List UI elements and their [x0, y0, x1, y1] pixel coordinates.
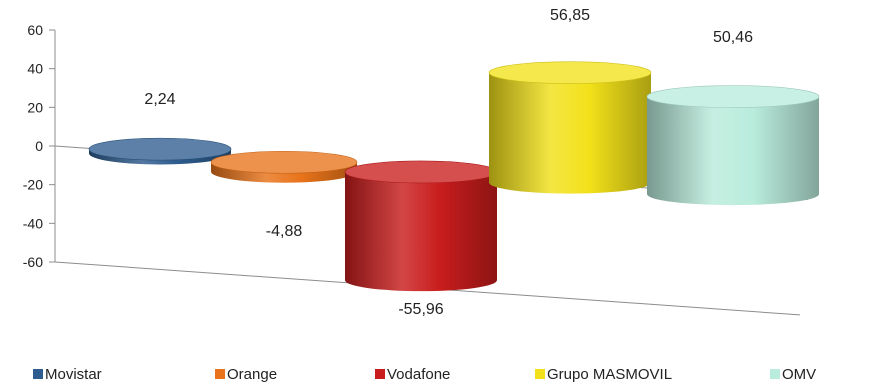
y-tick-label: 60	[27, 22, 43, 38]
legend-label: Grupo MASMOVIL	[547, 366, 672, 383]
legend-item-vodafone: Vodafone	[375, 366, 450, 383]
chart-legend: Movistar Orange Vodafone Grupo MASMOVIL OMV	[33, 366, 816, 383]
legend-label: OMV	[782, 366, 816, 383]
bar-top-cap	[489, 62, 651, 84]
bar-omv	[647, 86, 819, 206]
bar-vodafone	[345, 161, 497, 291]
y-tick-label: 20	[27, 99, 43, 115]
data-label-orange: -4,88	[266, 223, 303, 240]
bar-body	[647, 97, 819, 206]
data-label-omv: 50,46	[713, 29, 753, 46]
legend-item-omv: OMV	[770, 366, 816, 383]
bar-top-cap	[89, 138, 231, 160]
y-tick-label: 40	[27, 61, 43, 77]
legend-label: Movistar	[45, 366, 102, 383]
legend-item-grupo-masmovil: Grupo MASMOVIL	[535, 366, 672, 383]
bar-top-cap	[211, 151, 357, 173]
y-tick-label: 0	[35, 138, 43, 154]
legend-swatch	[535, 369, 545, 379]
legend-label: Vodafone	[387, 366, 450, 383]
data-label-vodafone: -55,96	[398, 301, 443, 318]
legend-label: Orange	[227, 366, 277, 383]
bar-top-cap	[345, 161, 497, 183]
data-label-movistar: 2,24	[144, 91, 175, 108]
legend-item-orange: Orange	[215, 366, 277, 383]
chart-bars	[89, 62, 819, 292]
bar-top-cap	[647, 86, 819, 108]
y-tick-label: -40	[23, 215, 43, 231]
y-tick-label: -60	[23, 254, 43, 270]
y-tick-label: -20	[23, 177, 43, 193]
legend-swatch	[375, 369, 385, 379]
y-axis-ticks: 60 40 20 0 -20 -40 -60	[23, 22, 55, 270]
legend-swatch	[215, 369, 225, 379]
legend-swatch	[770, 369, 780, 379]
bar-orange	[211, 151, 357, 182]
legend-item-movistar: Movistar	[33, 366, 102, 383]
bar-movistar	[89, 138, 231, 164]
legend-swatch	[33, 369, 43, 379]
bar-grupo-masmovil	[489, 62, 651, 194]
data-label-grupo-masmovil: 56,85	[550, 7, 590, 24]
bar-body	[489, 73, 651, 194]
bar-body	[345, 172, 497, 291]
